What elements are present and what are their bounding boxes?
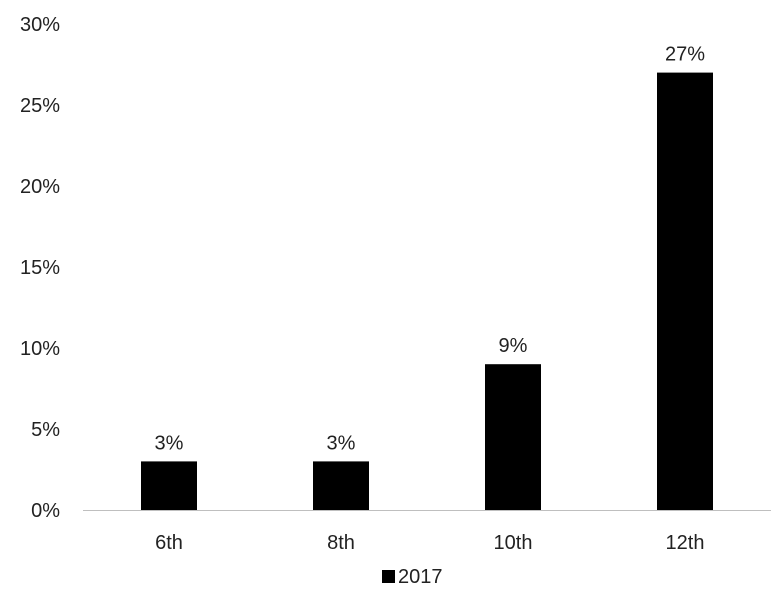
x-tick-label-6th: 6th	[155, 532, 183, 554]
y-axis-tick-labels: 0% 5% 10% 15% 20% 25% 30%	[20, 14, 60, 522]
y-tick-label: 10%	[20, 338, 60, 360]
data-label-6th: 3%	[155, 432, 184, 454]
y-tick-label: 0%	[31, 500, 60, 522]
legend-label: 2017	[398, 566, 443, 588]
y-tick-label: 15%	[20, 257, 60, 279]
x-tick-label-8th: 8th	[327, 532, 355, 554]
y-tick-label: 30%	[20, 14, 60, 36]
bar-6th	[141, 461, 197, 510]
y-tick-label: 20%	[20, 176, 60, 198]
data-label-8th: 3%	[327, 432, 356, 454]
y-tick-label: 25%	[20, 95, 60, 117]
data-label-12th: 27%	[665, 44, 705, 66]
legend: 2017	[382, 566, 443, 588]
x-tick-label-12th: 12th	[666, 532, 705, 554]
bar-8th	[313, 461, 369, 510]
x-axis-tick-labels: 6th 8th 10th 12th	[155, 532, 704, 554]
data-labels: 3% 3% 9% 27%	[155, 44, 706, 455]
data-label-10th: 9%	[499, 335, 528, 357]
bar-12th	[657, 72, 713, 510]
bars	[141, 72, 713, 510]
y-tick-label: 5%	[31, 419, 60, 441]
bar-10th	[485, 364, 541, 510]
x-tick-label-10th: 10th	[494, 532, 533, 554]
legend-swatch	[382, 570, 395, 583]
